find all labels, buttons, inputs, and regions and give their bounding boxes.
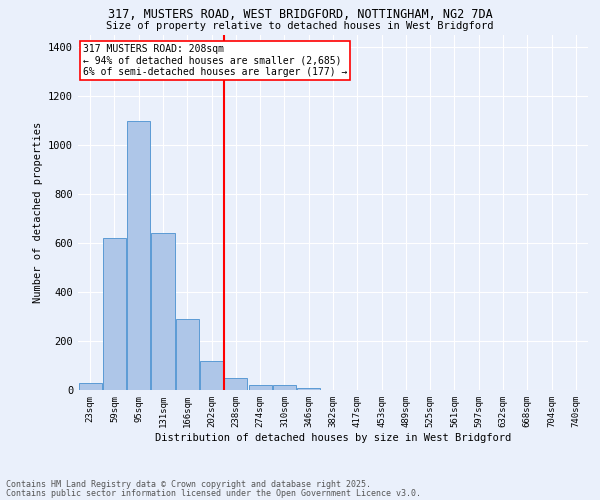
Bar [248, 384, 272, 390]
Bar [176, 319, 199, 390]
X-axis label: Distribution of detached houses by size in West Bridgford: Distribution of detached houses by size … [155, 432, 511, 442]
Text: Size of property relative to detached houses in West Bridgford: Size of property relative to detached ho… [106, 21, 494, 31]
Text: Contains public sector information licensed under the Open Government Licence v3: Contains public sector information licen… [6, 488, 421, 498]
Bar [273, 385, 296, 390]
Bar [224, 378, 247, 390]
Bar [200, 360, 223, 390]
Text: Contains HM Land Registry data © Crown copyright and database right 2025.: Contains HM Land Registry data © Crown c… [6, 480, 371, 489]
Bar [151, 234, 175, 390]
Bar [79, 384, 101, 390]
Y-axis label: Number of detached properties: Number of detached properties [32, 122, 43, 303]
Bar [297, 388, 320, 390]
Text: 317 MUSTERS ROAD: 208sqm
← 94% of detached houses are smaller (2,685)
6% of semi: 317 MUSTERS ROAD: 208sqm ← 94% of detach… [83, 44, 347, 77]
Bar [103, 238, 126, 390]
Bar [127, 120, 150, 390]
Text: 317, MUSTERS ROAD, WEST BRIDGFORD, NOTTINGHAM, NG2 7DA: 317, MUSTERS ROAD, WEST BRIDGFORD, NOTTI… [107, 8, 493, 20]
